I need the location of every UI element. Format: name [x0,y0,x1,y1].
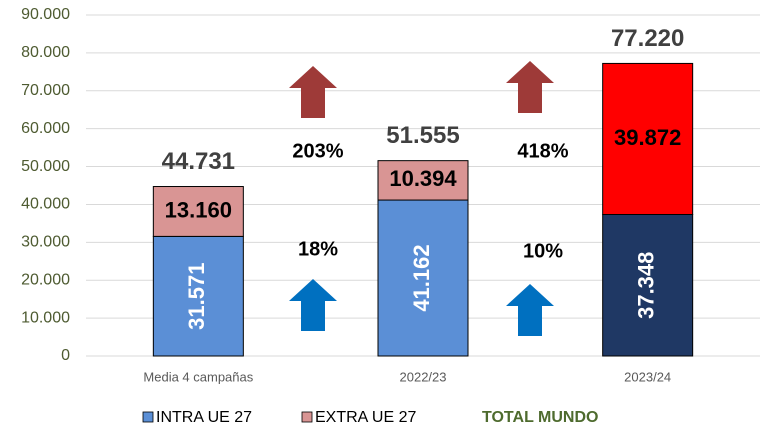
arrow [289,279,337,331]
y-tick-label: 0 [61,347,70,364]
data-label: 41.162 [409,244,434,311]
y-tick-label: 10.000 [21,309,70,326]
data-label: 31.571 [184,263,209,330]
y-tick-label: 30.000 [21,234,70,251]
y-tick-label: 20.000 [21,271,70,288]
arrow [506,61,554,113]
data-label: 37.348 [633,252,658,319]
y-tick-label: 40.000 [21,196,70,213]
legend-label: TOTAL MUNDO [482,409,598,426]
bar-segment [377,199,469,357]
bar-segment [377,160,469,201]
x-tick-label: 2023/24 [624,369,671,384]
total-label: 77.220 [611,25,684,52]
bar-segment [602,213,694,357]
annotation: 18% [298,238,338,260]
x-tick-label: 2022/23 [400,369,447,384]
y-tick-label: 80.000 [21,44,70,61]
legend-label: EXTRA UE 27 [315,409,416,426]
legend-label: INTRA UE 27 [156,409,252,426]
legend-swatch [301,411,313,423]
data-label: 39.872 [614,125,681,150]
annotation: 203% [292,140,343,162]
data-label: 13.160 [165,197,232,222]
y-tick-label: 70.000 [21,82,70,99]
legend-swatch [142,411,154,423]
total-label: 44.731 [162,148,235,175]
arrow [289,66,337,118]
bar-segment [602,62,694,215]
y-tick-label: 50.000 [21,158,70,175]
annotation: 418% [517,140,568,162]
annotation: 10% [523,240,563,262]
arrow [506,284,554,336]
y-tick-label: 90.000 [21,6,70,23]
total-label: 51.555 [386,122,459,149]
data-label: 10.394 [389,166,457,191]
bar-segment [152,186,244,237]
x-tick-label: Media 4 campañas [143,369,253,384]
y-tick-label: 60.000 [21,120,70,137]
